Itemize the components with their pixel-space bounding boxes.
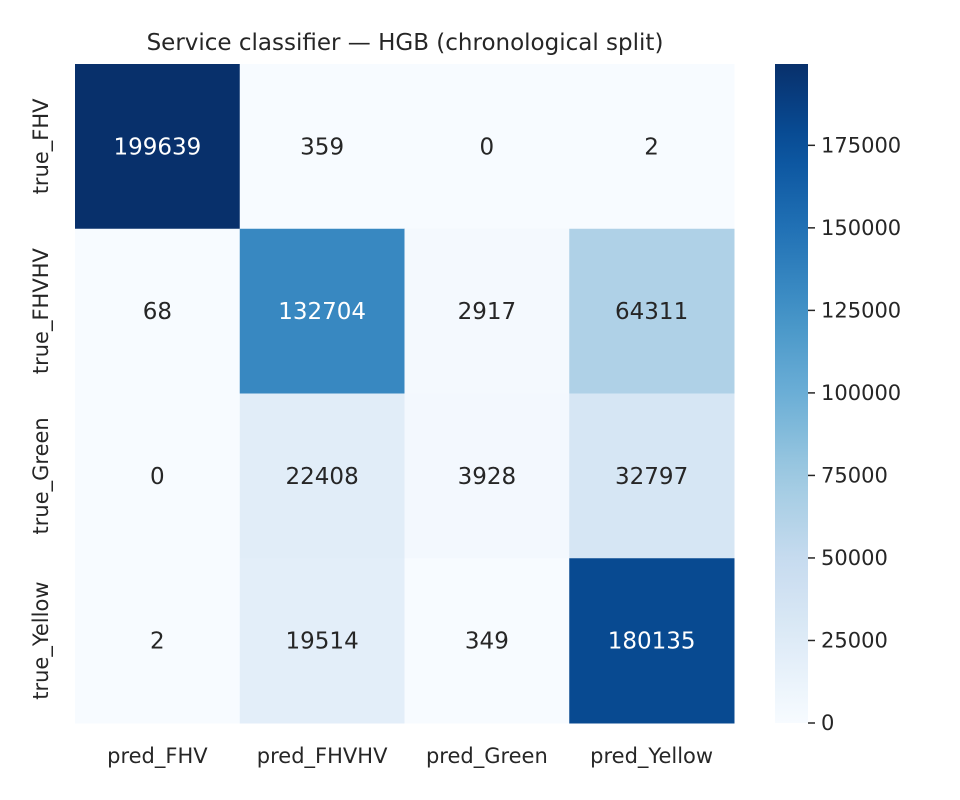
colorbar-tick-label: 50000 xyxy=(821,546,888,570)
cell-value-label: 64311 xyxy=(615,299,688,325)
cell-value-label: 3928 xyxy=(458,464,517,490)
chart-title: Service classifier — HGB (chronological … xyxy=(147,30,664,56)
x-tick-label: pred_FHVHV xyxy=(257,744,388,769)
x-tick-labels: pred_FHV pred_FHVHV pred_Green pred_Yellow xyxy=(107,744,713,769)
cell-value-label: 199639 xyxy=(113,134,201,160)
colorbar-tick-label: 75000 xyxy=(821,463,888,487)
cell-value-label: 359 xyxy=(300,134,344,160)
heatmap-cell xyxy=(404,228,570,394)
heatmap-cell xyxy=(569,64,735,230)
colorbar-tick-label: 125000 xyxy=(821,298,901,322)
colorbar: 0 25000 50000 75000 100000 125000 150000 175000 xyxy=(775,64,901,735)
cell-value-label: 68 xyxy=(143,299,172,325)
cell-value-label: 0 xyxy=(150,464,165,490)
y-tick-label: true_Green xyxy=(29,417,54,534)
x-tick-label: pred_Yellow xyxy=(590,744,713,769)
x-tick-label: pred_FHV xyxy=(107,744,208,769)
cell-value-label: 180135 xyxy=(608,629,696,655)
heatmap-cell xyxy=(239,558,405,724)
heatmap-cell xyxy=(404,64,570,230)
heatmap-cells: 199639 359 0 2 68 132704 2917 64311 0 22408 3928 32… xyxy=(75,64,735,724)
colorbar-tick-label: 175000 xyxy=(821,133,901,157)
cell-value-label: 2 xyxy=(150,629,165,655)
heatmap-cell xyxy=(239,393,405,559)
cell-value-label: 0 xyxy=(480,134,495,160)
heatmap-cell xyxy=(569,558,735,724)
heatmap-cell xyxy=(75,558,241,724)
heatmap-cell xyxy=(569,393,735,559)
cell-value-label: 19514 xyxy=(286,629,359,655)
heatmap-cell xyxy=(239,64,405,230)
cell-value-label: 132704 xyxy=(278,299,366,325)
colorbar-gradient xyxy=(775,64,808,723)
y-tick-label: true_FHVHV xyxy=(29,248,54,375)
colorbar-tick-label: 150000 xyxy=(821,216,901,240)
colorbar-tick-label: 100000 xyxy=(821,381,901,405)
cell-value-label: 2917 xyxy=(458,299,517,325)
cell-value-label: 349 xyxy=(465,629,509,655)
cell-value-label: 2 xyxy=(644,134,659,160)
cell-value-label: 32797 xyxy=(615,464,688,490)
heatmap-cell xyxy=(75,64,241,230)
y-tick-label: true_Yellow xyxy=(29,582,54,700)
y-tick-label: true_FHV xyxy=(29,98,54,194)
x-tick-label: pred_Green xyxy=(426,744,548,769)
colorbar-tick-label: 25000 xyxy=(821,628,888,652)
cell-value-label: 22408 xyxy=(286,464,359,490)
heatmap-cell xyxy=(239,228,405,394)
y-tick-labels: true_FHV true_FHVHV true_Green true_Yellow xyxy=(29,98,54,700)
heatmap-cell xyxy=(404,393,570,559)
heatmap-cell xyxy=(569,228,735,394)
heatmap-cell xyxy=(75,393,241,559)
colorbar-tick-label: 0 xyxy=(821,711,834,735)
heatmap-cell xyxy=(404,558,570,724)
heatmap-cell xyxy=(75,228,241,394)
